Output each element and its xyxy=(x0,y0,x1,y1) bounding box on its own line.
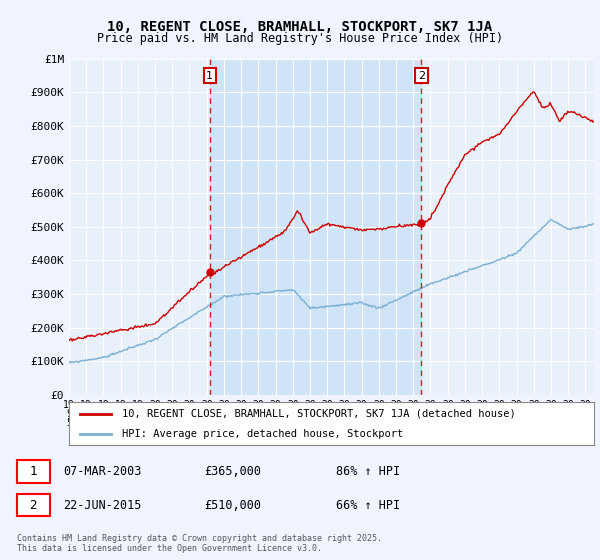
Text: 1: 1 xyxy=(29,465,37,478)
Text: 86% ↑ HPI: 86% ↑ HPI xyxy=(336,465,400,478)
Text: Contains HM Land Registry data © Crown copyright and database right 2025.
This d: Contains HM Land Registry data © Crown c… xyxy=(17,534,382,553)
Text: Price paid vs. HM Land Registry's House Price Index (HPI): Price paid vs. HM Land Registry's House … xyxy=(97,32,503,45)
Bar xyxy=(210,59,421,395)
Text: 2: 2 xyxy=(29,498,37,512)
Text: 07-MAR-2003: 07-MAR-2003 xyxy=(63,465,142,478)
Text: 22-JUN-2015: 22-JUN-2015 xyxy=(63,498,142,512)
Text: 2: 2 xyxy=(418,71,425,81)
Text: 1: 1 xyxy=(206,71,214,81)
Text: £510,000: £510,000 xyxy=(204,498,261,512)
Text: HPI: Average price, detached house, Stockport: HPI: Average price, detached house, Stoc… xyxy=(121,430,403,439)
Text: £365,000: £365,000 xyxy=(204,465,261,478)
Text: 10, REGENT CLOSE, BRAMHALL, STOCKPORT, SK7 1JA (detached house): 10, REGENT CLOSE, BRAMHALL, STOCKPORT, S… xyxy=(121,409,515,419)
Text: 10, REGENT CLOSE, BRAMHALL, STOCKPORT, SK7 1JA: 10, REGENT CLOSE, BRAMHALL, STOCKPORT, S… xyxy=(107,20,493,34)
Text: 66% ↑ HPI: 66% ↑ HPI xyxy=(336,498,400,512)
